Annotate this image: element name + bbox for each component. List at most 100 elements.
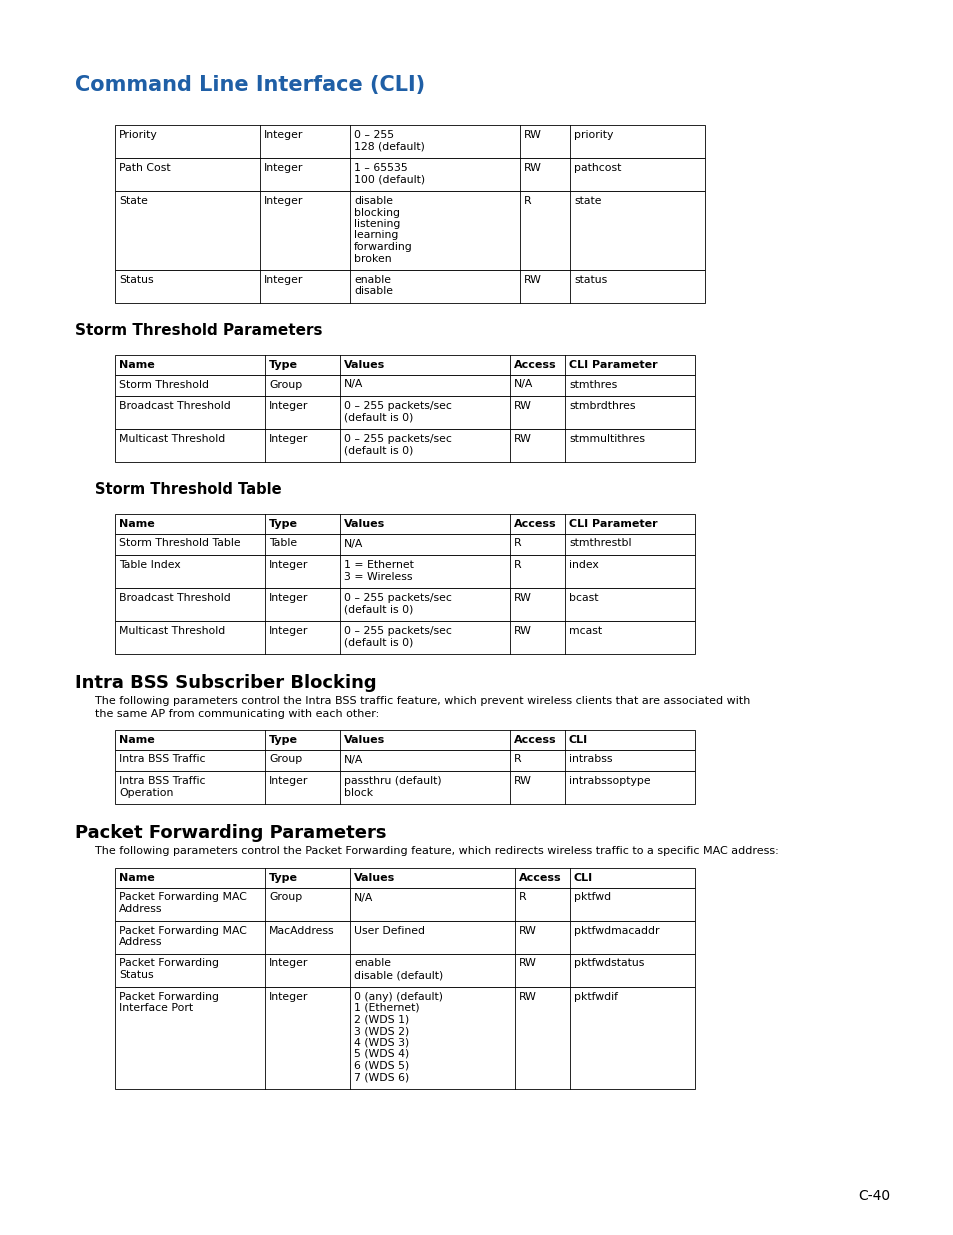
- Text: RW: RW: [518, 925, 537, 935]
- Bar: [115, 771, 695, 804]
- Text: State: State: [119, 196, 148, 206]
- Text: Name: Name: [119, 735, 154, 745]
- Text: Access: Access: [518, 873, 561, 883]
- Text: CLI Parameter: CLI Parameter: [568, 359, 657, 370]
- Text: Access: Access: [514, 359, 556, 370]
- Bar: [115, 534, 695, 555]
- Text: Integer: Integer: [269, 433, 308, 445]
- Text: broken: broken: [354, 253, 392, 263]
- Bar: [115, 555, 695, 588]
- Bar: [115, 920, 695, 953]
- Bar: [115, 514, 695, 534]
- Text: Integer: Integer: [269, 593, 308, 603]
- Text: N/A: N/A: [354, 893, 373, 903]
- Text: R: R: [518, 893, 526, 903]
- Text: CLI: CLI: [568, 735, 587, 745]
- Text: Type: Type: [269, 359, 297, 370]
- Text: CLI: CLI: [574, 873, 593, 883]
- Text: stmthres: stmthres: [568, 379, 617, 389]
- Text: Priority: Priority: [119, 130, 157, 140]
- Text: The following parameters control the Packet Forwarding feature, which redirects : The following parameters control the Pac…: [95, 846, 778, 856]
- Text: Status: Status: [119, 275, 153, 285]
- Text: RW: RW: [518, 958, 537, 968]
- Text: listening: listening: [354, 219, 400, 228]
- Text: Packet Forwarding MAC: Packet Forwarding MAC: [119, 893, 247, 903]
- Text: Broadcast Threshold: Broadcast Threshold: [119, 401, 231, 411]
- Text: Intra BSS Traffic: Intra BSS Traffic: [119, 755, 205, 764]
- Bar: [115, 730, 695, 750]
- Text: disable (default): disable (default): [354, 969, 443, 981]
- Text: 1 = Ethernet: 1 = Ethernet: [344, 559, 414, 571]
- Text: R: R: [523, 196, 531, 206]
- Text: Access: Access: [514, 519, 556, 529]
- Text: 4 (WDS 3): 4 (WDS 3): [354, 1037, 409, 1047]
- Text: Integer: Integer: [264, 130, 303, 140]
- Text: 3 = Wireless: 3 = Wireless: [344, 572, 412, 582]
- Text: Packet Forwarding MAC: Packet Forwarding MAC: [119, 925, 247, 935]
- Text: Storm Threshold: Storm Threshold: [119, 379, 209, 389]
- Text: block: block: [344, 788, 373, 798]
- Text: Name: Name: [119, 873, 154, 883]
- Text: priority: priority: [574, 130, 613, 140]
- Text: Operation: Operation: [119, 788, 173, 798]
- Text: RW: RW: [514, 626, 532, 636]
- Bar: [115, 750, 695, 771]
- Text: Interface Port: Interface Port: [119, 1003, 193, 1013]
- Text: learning: learning: [354, 231, 398, 241]
- Text: Packet Forwarding Parameters: Packet Forwarding Parameters: [75, 824, 386, 842]
- Text: pktfwdstatus: pktfwdstatus: [574, 958, 643, 968]
- Text: intrabss: intrabss: [568, 755, 612, 764]
- Text: stmthrestbl: stmthrestbl: [568, 538, 631, 548]
- Bar: [115, 374, 695, 396]
- Text: Integer: Integer: [264, 163, 303, 173]
- Text: Group: Group: [269, 893, 302, 903]
- Text: pktfwdmacaddr: pktfwdmacaddr: [574, 925, 659, 935]
- Text: RW: RW: [518, 992, 537, 1002]
- Text: status: status: [574, 275, 607, 285]
- Text: pktfwdif: pktfwdif: [574, 992, 618, 1002]
- Text: RW: RW: [514, 593, 532, 603]
- Bar: [115, 354, 695, 374]
- Text: Packet Forwarding: Packet Forwarding: [119, 992, 219, 1002]
- Text: 0 – 255: 0 – 255: [354, 130, 394, 140]
- Text: Integer: Integer: [269, 626, 308, 636]
- Text: intrabssoptype: intrabssoptype: [568, 776, 650, 785]
- Text: RW: RW: [514, 433, 532, 445]
- Text: Storm Threshold Parameters: Storm Threshold Parameters: [75, 324, 322, 338]
- Text: RW: RW: [523, 163, 541, 173]
- Text: Type: Type: [269, 735, 297, 745]
- Bar: [115, 191, 704, 270]
- Text: N/A: N/A: [344, 379, 363, 389]
- Text: Values: Values: [344, 735, 385, 745]
- Text: Integer: Integer: [269, 992, 308, 1002]
- Text: N/A: N/A: [344, 538, 363, 548]
- Text: Integer: Integer: [269, 958, 308, 968]
- Text: Intra BSS Traffic: Intra BSS Traffic: [119, 776, 205, 785]
- Text: Type: Type: [269, 873, 297, 883]
- Text: 6 (WDS 5): 6 (WDS 5): [354, 1061, 409, 1071]
- Text: 0 – 255 packets/sec: 0 – 255 packets/sec: [344, 401, 452, 411]
- Text: 5 (WDS 4): 5 (WDS 4): [354, 1049, 409, 1058]
- Text: Storm Threshold Table: Storm Threshold Table: [95, 482, 281, 496]
- Text: the same AP from communicating with each other:: the same AP from communicating with each…: [95, 709, 379, 719]
- Text: stmbrdthres: stmbrdthres: [568, 401, 635, 411]
- Text: Name: Name: [119, 519, 154, 529]
- Text: Multicast Threshold: Multicast Threshold: [119, 626, 225, 636]
- Text: passthru (default): passthru (default): [344, 776, 441, 785]
- Text: pktfwd: pktfwd: [574, 893, 611, 903]
- Bar: [115, 621, 695, 655]
- Text: Storm Threshold Table: Storm Threshold Table: [119, 538, 240, 548]
- Text: Table Index: Table Index: [119, 559, 180, 571]
- Text: 0 – 255 packets/sec: 0 – 255 packets/sec: [344, 433, 452, 445]
- Text: MacAddress: MacAddress: [269, 925, 335, 935]
- Text: Multicast Threshold: Multicast Threshold: [119, 433, 225, 445]
- Text: enable: enable: [354, 275, 391, 285]
- Text: 128 (default): 128 (default): [354, 142, 424, 152]
- Text: (default is 0): (default is 0): [344, 446, 413, 456]
- Text: (default is 0): (default is 0): [344, 412, 413, 422]
- Text: RW: RW: [523, 275, 541, 285]
- Text: 0 – 255 packets/sec: 0 – 255 packets/sec: [344, 593, 452, 603]
- Text: Group: Group: [269, 379, 302, 389]
- Bar: [115, 868, 695, 888]
- Bar: [115, 158, 704, 191]
